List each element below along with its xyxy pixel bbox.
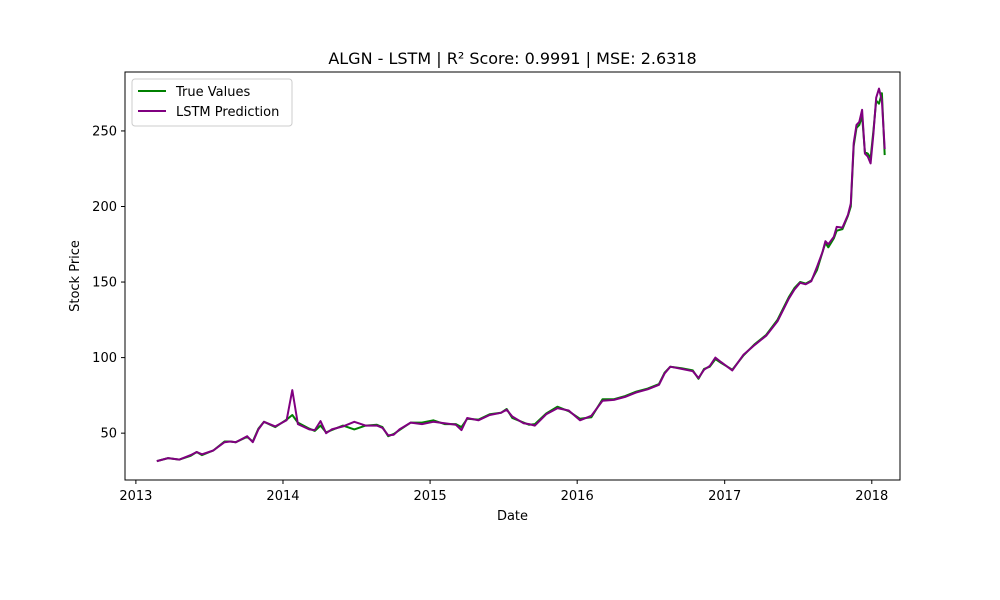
chart-title: ALGN - LSTM | R² Score: 0.9991 | MSE: 2.… (328, 49, 696, 68)
x-tick-label: 2015 (414, 489, 447, 504)
legend-label-lstm-prediction: LSTM Prediction (176, 105, 279, 120)
y-tick-label: 100 (92, 351, 117, 366)
legend: True Values LSTM Prediction (131, 78, 293, 127)
y-tick-label: 200 (92, 200, 117, 215)
plot-area (125, 72, 900, 480)
legend-label-true-values: True Values (175, 85, 250, 100)
series-line-lstm-prediction (156, 87, 886, 463)
x-tick-label: 2017 (708, 489, 741, 504)
x-tick-label: 2013 (119, 489, 152, 504)
y-axis-label: Stock Price (68, 240, 83, 312)
series-lines (156, 87, 886, 463)
x-tick-label: 2018 (855, 489, 888, 504)
y-tick-label: 250 (92, 124, 117, 139)
y-tick-label: 50 (100, 427, 117, 442)
x-tick-label: 2014 (266, 489, 299, 504)
x-axis-label: Date (497, 509, 528, 524)
plot-frame (124, 71, 901, 481)
x-axis-ticks: 2013 2014 2015 2016 2017 2018 (119, 480, 888, 504)
y-tick-label: 150 (92, 276, 117, 291)
legend-box (131, 78, 293, 127)
y-axis-ticks: 50 100 150 200 250 (92, 124, 125, 442)
x-tick-label: 2016 (561, 489, 594, 504)
